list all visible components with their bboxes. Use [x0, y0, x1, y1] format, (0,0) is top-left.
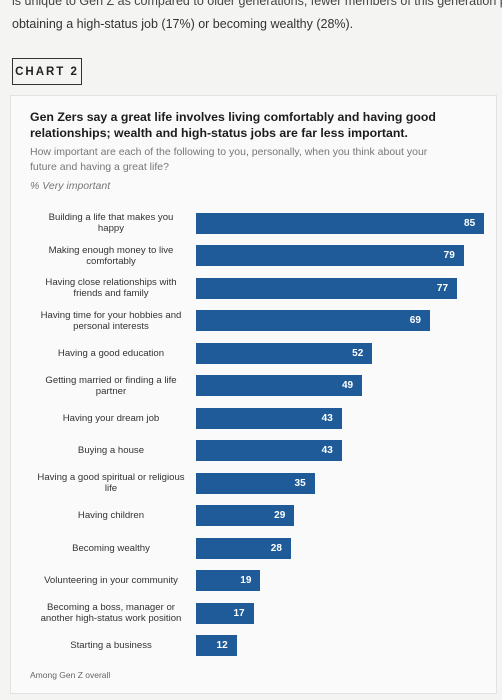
value-label: 28 — [270, 542, 282, 554]
bar — [196, 375, 363, 396]
category-label: Having a good education — [57, 347, 165, 359]
value-label: 17 — [233, 607, 245, 619]
category-label: Volunteering in your community — [44, 575, 178, 586]
value-label: 35 — [294, 477, 306, 489]
category-label: Having time for your hobbies and persona… — [40, 309, 182, 332]
value-label: 29 — [274, 510, 286, 521]
bar — [196, 310, 430, 331]
bar — [196, 602, 254, 624]
bar — [196, 407, 342, 429]
bar — [196, 635, 237, 656]
bar — [196, 537, 291, 559]
value-label: 69 — [409, 315, 421, 326]
category-label: Becoming wealthy — [72, 542, 150, 554]
value-label: 12 — [216, 640, 228, 651]
bar — [196, 277, 458, 299]
bar — [196, 472, 315, 494]
bar — [196, 212, 485, 234]
category-label: Becoming a boss, manager or another high… — [40, 602, 182, 624]
category-label: Having your dream job — [62, 412, 160, 424]
intro-text: is unique to Gen Z as compared to older … — [12, 0, 502, 8]
value-label: 79 — [443, 250, 455, 261]
chart-subtitle: How important are each of the following … — [30, 146, 428, 173]
bar — [196, 440, 342, 461]
value-label: 19 — [240, 575, 252, 586]
value-label: 43 — [321, 445, 333, 456]
value-label: 85 — [464, 217, 476, 229]
category-label: Having a good spiritual or religious lif… — [37, 472, 185, 494]
unit-label: % Very important — [30, 180, 111, 192]
category-label: Having close relationships with friends … — [45, 277, 177, 299]
value-label: 52 — [352, 347, 364, 359]
chart-title: Gen Zers say a great life involves livin… — [30, 110, 436, 140]
category-label: Making enough money to live comfortably — [48, 244, 174, 267]
bar — [196, 342, 373, 364]
footnote: Among Gen Z overall — [30, 670, 111, 680]
value-label: 49 — [341, 380, 354, 391]
bar — [196, 570, 261, 591]
intro-text: obtaining a high-status job (17%) or bec… — [12, 17, 354, 31]
chart-label: CHART 2 — [12, 58, 82, 85]
category-label: Having children — [77, 510, 145, 521]
value-label: 77 — [436, 282, 449, 294]
category-label: Buying a house — [77, 445, 145, 456]
category-label: Starting a business — [70, 640, 152, 651]
category-label: Getting married or finding a life partne… — [45, 374, 177, 397]
value-label: 43 — [321, 412, 333, 424]
bar — [196, 245, 464, 266]
category-label: Building a life that makes you happy — [48, 212, 174, 234]
bar — [196, 505, 295, 526]
